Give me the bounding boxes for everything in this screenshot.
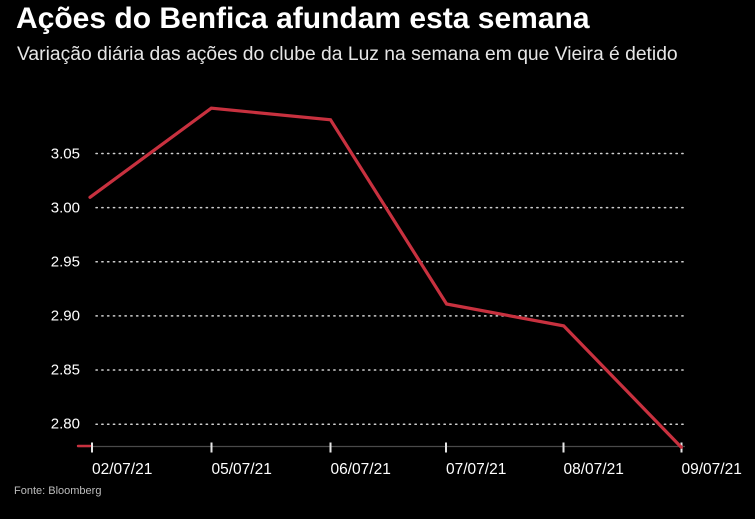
svg-text:07/07/21: 07/07/21 [446,461,506,478]
svg-text:02/07/21: 02/07/21 [92,461,152,478]
svg-text:2.80: 2.80 [51,416,80,433]
svg-text:06/07/21: 06/07/21 [331,461,391,478]
svg-text:2.90: 2.90 [51,308,80,325]
svg-text:05/07/21: 05/07/21 [212,461,272,478]
svg-text:3.00: 3.00 [51,200,80,217]
svg-text:2.95: 2.95 [51,254,80,271]
svg-text:2.85: 2.85 [51,362,80,379]
svg-text:3.05: 3.05 [51,146,80,163]
svg-text:08/07/21: 08/07/21 [564,461,624,478]
svg-text:09/07/21: 09/07/21 [682,461,742,478]
